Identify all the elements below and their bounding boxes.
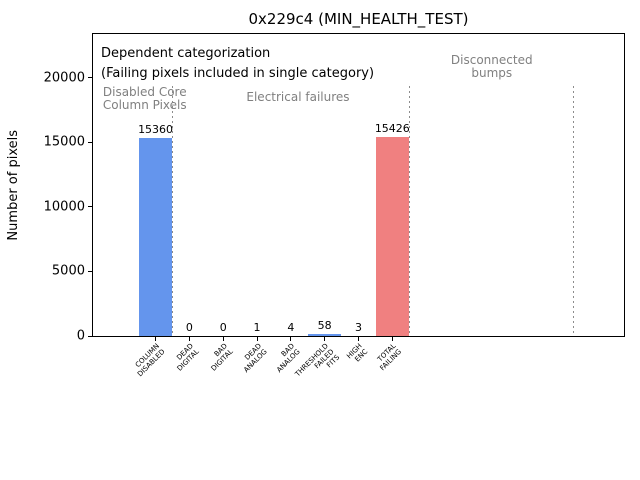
section-group-label: Electrical failures [246, 91, 349, 104]
y-tick-mark [88, 77, 92, 79]
section-divider-line [572, 86, 574, 336]
section-group-label-line: bumps [471, 66, 513, 80]
annotation-note-line2: (Failing pixels included in single categ… [101, 66, 375, 81]
x-tick-mark [290, 337, 292, 341]
y-tick-mark [88, 335, 92, 337]
x-tick-mark [324, 337, 326, 341]
y-tick-label: 15000 [43, 134, 85, 150]
x-tick-mark [155, 337, 157, 341]
x-tick-label: TOTAL FAILING [373, 342, 404, 372]
section-group-label-line: Disconnected [450, 53, 533, 67]
x-tick-label: THRESHOLD FAILED FITS [294, 342, 342, 390]
bar-value-label: 0 [185, 321, 193, 334]
x-tick-label: DEAD DIGITAL [170, 342, 200, 373]
section-group-label-line: Electrical failures [246, 90, 350, 104]
bar [139, 137, 172, 336]
bar-value-label: 3 [355, 320, 362, 334]
section-divider-line [408, 86, 410, 336]
x-tick-mark [358, 337, 359, 341]
y-axis-label-wrap: Number of pixels [4, 33, 22, 337]
x-tick-mark [391, 337, 393, 341]
x-tick-mark [222, 337, 224, 341]
bar-value-label: 1 [253, 320, 261, 334]
chart-title: 0x229c4 (MIN_HEALTH_TEST) [248, 10, 469, 28]
y-tick-mark [88, 141, 92, 143]
annotation-note-line1: Dependent categorization [101, 46, 271, 61]
section-group-label-line: Disabled Core [102, 85, 187, 99]
x-tick-mark [188, 337, 190, 341]
bar [375, 136, 409, 336]
bar-value-label: 0 [219, 321, 227, 334]
y-axis-label: Number of pixels [5, 129, 21, 241]
section-divider-line [171, 86, 173, 336]
section-group-label: Disabled Core Column Pixels [103, 86, 187, 112]
y-tick-label: 0 [76, 328, 85, 344]
plot-area: Dependent categorization (Failing pixels… [92, 33, 625, 337]
x-tick-label: DEAD ANALOG [236, 342, 268, 374]
y-tick-label: 20000 [43, 70, 85, 86]
y-tick-mark [88, 270, 92, 272]
x-tick-label: BAD DIGITAL [204, 342, 235, 373]
y-tick-mark [88, 206, 92, 208]
bar-value-label: 15360 [138, 122, 174, 136]
section-group-label-line: Column Pixels [102, 98, 187, 112]
x-tick-label: COLUMN DISABLED [131, 342, 167, 378]
bar [308, 334, 342, 336]
section-group-label: Disconnected bumps [451, 54, 533, 80]
y-tick-label: 5000 [51, 263, 85, 279]
y-tick-label: 10000 [43, 199, 85, 215]
bar-value-label: 4 [287, 320, 295, 334]
x-tick-label: HIGH ENC [346, 342, 370, 366]
bar-value-label: 58 [317, 319, 332, 332]
x-tick-mark [256, 337, 258, 341]
bar-value-label: 15426 [374, 121, 410, 135]
